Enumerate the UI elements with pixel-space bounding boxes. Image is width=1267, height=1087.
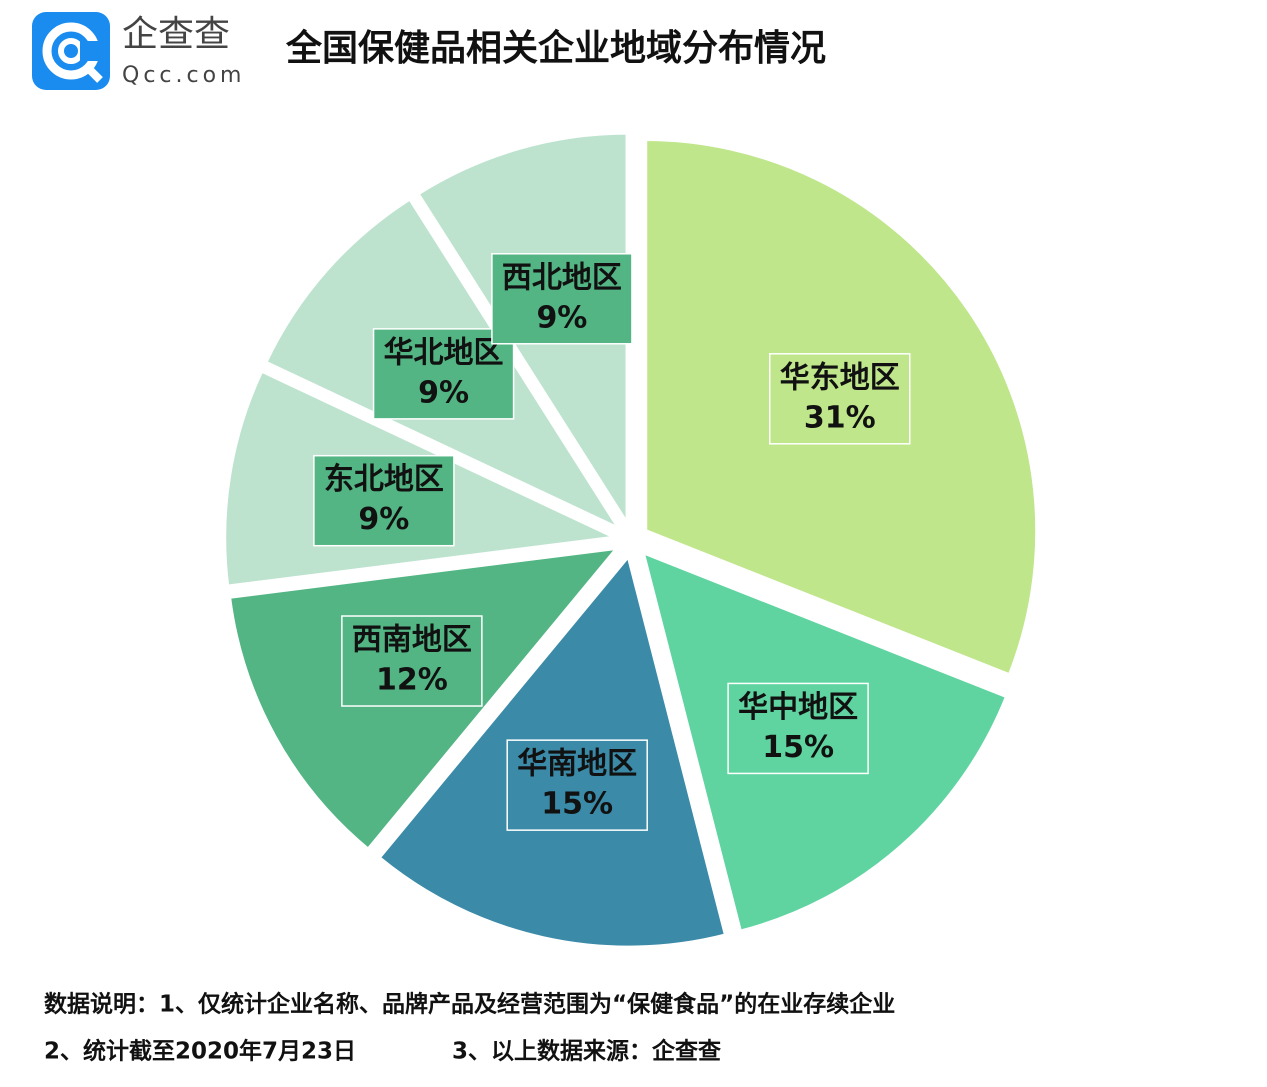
footer-note: 数据说明：1、仅统计企业名称、品牌产品及经营范围为“保健食品”的在业存续企业 (44, 991, 895, 1018)
footer-note: 2、统计截至2020年7月23日 (44, 1038, 356, 1065)
value-label: 15% (762, 730, 834, 765)
logo-domain: Qcc.com (122, 63, 246, 88)
logo-icon (32, 12, 110, 90)
value-label: 9% (358, 502, 409, 537)
slice-label: 西北地区 (502, 260, 622, 295)
value-label: 9% (536, 300, 587, 335)
value-label: 15% (541, 787, 613, 822)
slice-label: 西南地区 (352, 623, 472, 658)
label-box (506, 739, 648, 831)
slice-label: 华中地区 (738, 690, 858, 725)
slice-label: 东北地区 (324, 462, 444, 497)
label-box (341, 615, 483, 707)
value-label: 9% (418, 375, 469, 410)
value-label: 31% (804, 400, 876, 435)
label-box (491, 253, 633, 345)
slice-label: 华南地区 (517, 747, 637, 782)
label-box (313, 454, 455, 547)
chart-title: 全国保健品相关企业地域分布情况 (285, 27, 826, 69)
label-box (372, 328, 515, 420)
logo-name: 企查查 (122, 14, 230, 55)
label-box (727, 682, 869, 775)
slice-label: 华东地区 (780, 360, 900, 395)
slice-label: 华北地区 (384, 335, 504, 370)
footer-note: 3、以上数据来源：企查查 (452, 1038, 721, 1065)
label-box (769, 353, 911, 445)
value-label: 12% (376, 663, 448, 698)
